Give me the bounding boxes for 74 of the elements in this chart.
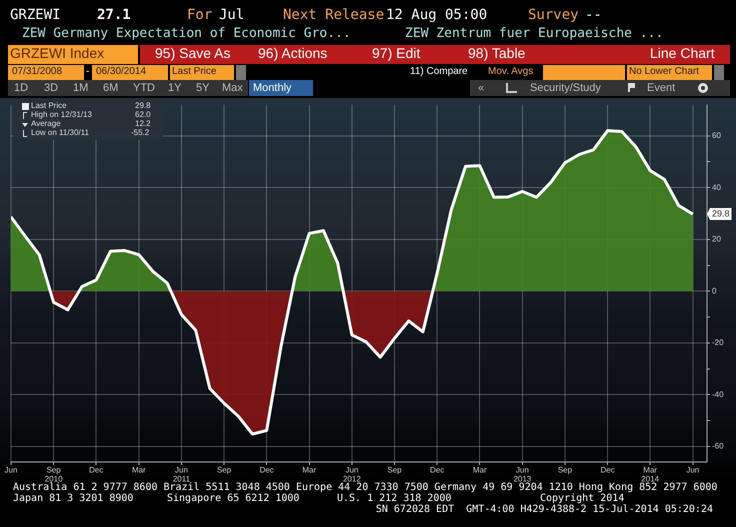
y-tick-label: 0 [712, 286, 717, 296]
annotation: 29.8 [135, 101, 151, 111]
text: Max [222, 82, 243, 94]
x-tick-label: Jun 2011 [172, 466, 191, 484]
text: Line Chart [650, 45, 715, 62]
annotation: 12.2 [135, 119, 151, 129]
text: 97) Edit [372, 45, 420, 62]
text: SN 672028 EDT GMT-4:00 H429-4388-2 15-Jul-2014 05:20:24 [376, 504, 713, 515]
annotation: 62.0 [135, 110, 151, 120]
y-tick-label: -60 [712, 442, 724, 451]
text: 07/31/2008 [12, 66, 62, 77]
text: GRZEWI Index [10, 45, 104, 62]
text: ZEW Germany Expectation of Economic Gro... [22, 26, 351, 42]
annotation: Last Price [31, 101, 67, 111]
y-tick-label: -40 [712, 390, 724, 399]
x-tick-label: Mar [472, 466, 487, 475]
annotation: Average [31, 119, 61, 129]
text: Australia 61 2 9777 8600 Brazil 5511 3048 4500 Europe 44 20 7330 7500 Germany 49 69 9204 1210 Hong Kong 852 2977 6000 [13, 482, 718, 493]
x-tick-label: Sep 2010 [44, 466, 64, 484]
x-tick-label: Sep [216, 466, 232, 475]
text: Singapore 65 6212 1000 [167, 493, 300, 504]
text: 95) Save As [155, 45, 230, 62]
x-tick-label: Dec [89, 466, 104, 475]
text: For [187, 7, 212, 24]
x-tick-label: Mar [132, 466, 146, 475]
x-tick-label: Dec [600, 466, 615, 475]
text: 96) Actions [258, 45, 328, 62]
x-tick-label: Dec [260, 466, 274, 475]
text: 06/30/2014 [96, 66, 146, 77]
text: No Lower Chart [629, 66, 700, 77]
text: Copyright 2014 [540, 493, 624, 504]
x-tick-label: Jun [686, 466, 700, 475]
text: Next Release [283, 7, 384, 24]
annotation: High on 12/31/13 [31, 110, 92, 120]
text: Last Price [172, 66, 216, 77]
text: - [86, 66, 90, 77]
text: Security/Study [530, 82, 601, 94]
y-tick-label: 20 [712, 234, 722, 244]
annotation: Low on 11/30/11 [31, 128, 89, 138]
y-tick-label: 60 [712, 131, 722, 140]
text: 27.1 [97, 7, 131, 24]
text: Jul [219, 7, 244, 24]
text: « [478, 82, 484, 94]
x-tick-label: Jun 2013 [513, 466, 532, 484]
text: 1M [73, 82, 88, 94]
text: -- [585, 7, 602, 24]
x-tick-label: Sep [387, 466, 402, 475]
text: U.S. 1 212 318 2000 [337, 493, 452, 504]
x-tick-label: Dec [430, 466, 444, 475]
text: 1D [14, 82, 28, 94]
x-tick-label: Sep [558, 466, 573, 475]
x-tick-label: Jun [4, 466, 18, 475]
text: 98) Table [468, 45, 526, 62]
text: 3D [44, 82, 58, 94]
text: Survey [528, 7, 579, 24]
text: Japan 81 3 3201 8900 [13, 493, 134, 504]
annotation: -55.2 [131, 128, 150, 138]
x-tick-label: Jun 2012 [343, 466, 362, 484]
text: 11) Compare [410, 66, 468, 77]
text: 6M [103, 82, 118, 94]
y-tick-label: 40 [712, 182, 722, 192]
x-tick-label: Mar [302, 466, 317, 475]
text: GRZEWI [10, 7, 61, 24]
text: YTD [133, 82, 155, 94]
text: Mov. Avgs [488, 66, 534, 77]
y-tick-label: -20 [712, 338, 724, 348]
text: 12 Aug 05:00 [386, 7, 488, 24]
text: Monthly [253, 82, 292, 94]
text: 1Y [168, 82, 182, 94]
text: ZEW Zentrum fuer Europaeische ... [405, 26, 664, 42]
text: 5Y [196, 82, 210, 94]
x-tick-label: Mar 2014 [641, 466, 660, 484]
text: Event [647, 82, 676, 94]
annotation: 29.8 [712, 208, 730, 219]
